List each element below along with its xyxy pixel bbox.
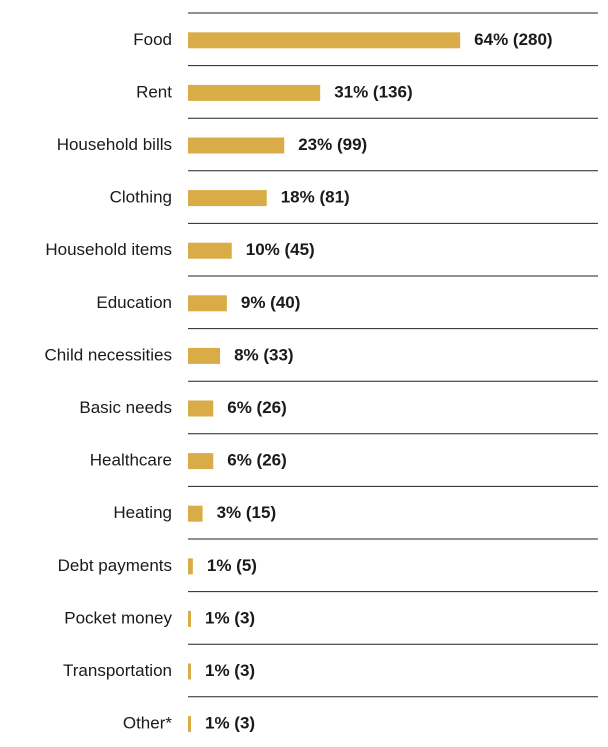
bar: [188, 137, 285, 154]
bar: [188, 32, 461, 49]
category-label: Household items: [45, 240, 172, 259]
category-label: Healthcare: [90, 451, 172, 470]
bar: [188, 295, 227, 312]
bar: [188, 716, 191, 733]
category-label: Rent: [136, 82, 172, 101]
value-label: 9% (40): [241, 293, 301, 312]
value-label: 1% (5): [207, 556, 257, 575]
bar: [188, 505, 203, 522]
bar: [188, 347, 221, 364]
bar: [188, 453, 214, 470]
value-label: 1% (3): [205, 661, 255, 680]
category-label: Debt payments: [58, 556, 172, 575]
category-label: Education: [96, 293, 172, 312]
value-label: 6% (26): [227, 451, 287, 470]
bar: [188, 558, 193, 575]
category-label: Pocket money: [64, 608, 172, 627]
bar: [188, 663, 191, 680]
value-label: 8% (33): [234, 345, 294, 364]
category-label: Household bills: [57, 135, 172, 154]
value-label: 23% (99): [298, 135, 367, 154]
category-label: Child necessities: [44, 345, 172, 364]
bar: [188, 84, 321, 101]
value-label: 18% (81): [281, 188, 350, 207]
value-label: 10% (45): [246, 240, 315, 259]
category-label: Transportation: [63, 661, 172, 680]
bar: [188, 610, 191, 627]
bar: [188, 400, 214, 417]
category-label: Basic needs: [79, 398, 172, 417]
value-label: 3% (15): [217, 503, 277, 522]
value-label: 31% (136): [334, 82, 412, 101]
bar: [188, 190, 267, 207]
value-label: 1% (3): [205, 608, 255, 627]
value-label: 64% (280): [474, 30, 552, 49]
category-label: Other*: [123, 714, 173, 733]
category-label: Heating: [113, 503, 172, 522]
category-label: Food: [133, 30, 172, 49]
value-label: 6% (26): [227, 398, 287, 417]
value-label: 1% (3): [205, 714, 255, 733]
bar: [188, 242, 232, 259]
category-label: Clothing: [110, 188, 172, 207]
